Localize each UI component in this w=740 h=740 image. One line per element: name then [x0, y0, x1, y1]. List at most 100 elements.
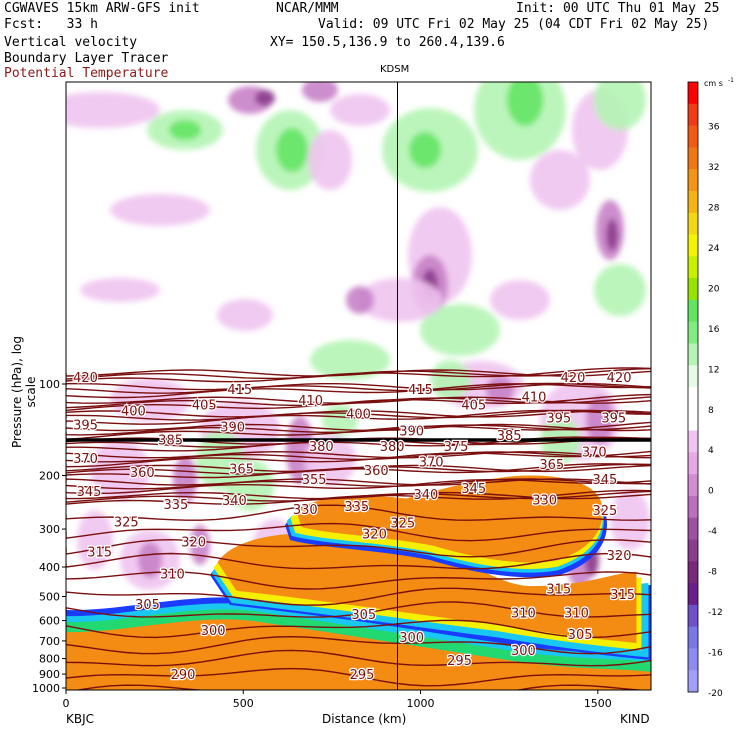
- theta-contour-label: 305: [351, 608, 376, 623]
- tracer-lower-layer: [66, 597, 651, 690]
- vv-blob: [217, 299, 273, 331]
- theta-contour-label: 345: [592, 473, 617, 488]
- theta-contour-label: 360: [130, 466, 155, 481]
- theta-contour-label: 335: [344, 500, 369, 515]
- theta-contour-label: 295: [350, 668, 375, 683]
- theta-contour-label: 340: [413, 488, 438, 503]
- theta-contour-label: 370: [73, 452, 98, 467]
- y-axis-label: Pressure (hPa), log scale: [10, 336, 38, 448]
- colorbar-swatch: [688, 147, 698, 170]
- y-tick-label: 200: [39, 470, 60, 483]
- vv-blob: [308, 130, 352, 190]
- vv-blob: [110, 194, 210, 226]
- vv-blob: [302, 82, 338, 102]
- vv-blob: [358, 278, 442, 322]
- theta-contour-line: [66, 367, 651, 383]
- theta-contour-label: 325: [114, 515, 139, 530]
- colorbar-swatch: [688, 626, 698, 649]
- x-axis-label: Distance (km): [322, 712, 407, 726]
- theta-contour-label: 415: [408, 383, 433, 398]
- colorbar-swatch: [688, 408, 698, 432]
- theta-contour-label: 410: [298, 394, 323, 409]
- theta-contour-line: [66, 463, 651, 479]
- colorbar-label: 36: [708, 123, 720, 133]
- colorbar-label: 0: [708, 487, 714, 497]
- colorbar-swatch: [688, 343, 698, 366]
- y-tick-label: 900: [39, 668, 60, 681]
- theta-contour-line: [66, 587, 651, 606]
- vv-blob: [276, 128, 308, 172]
- colorbar-swatch: [688, 190, 698, 214]
- theta-contour-line: [66, 522, 651, 542]
- vv-blob: [507, 82, 543, 126]
- theta-contour-label: 400: [346, 407, 371, 422]
- vv-blob: [77, 510, 113, 570]
- theta-contour-label: 355: [302, 473, 327, 488]
- theta-contour-label: 370: [419, 456, 444, 471]
- theta-contour-label: 400: [121, 404, 146, 419]
- colorbar-swatch: [688, 299, 698, 323]
- theta-contour-label: 320: [181, 536, 206, 551]
- theta-contour-line: [66, 383, 651, 399]
- theta-contour-label: 300: [201, 624, 226, 639]
- vv-blob: [169, 120, 201, 140]
- theta-contour-line: [66, 450, 651, 468]
- theta-contour-line: [66, 649, 651, 667]
- colorbar-swatch: [688, 321, 698, 344]
- y-tick-label: 500: [39, 590, 60, 603]
- colorbar-label: 12: [708, 365, 719, 375]
- theta-contour-label: 330: [293, 503, 318, 518]
- theta-contour-label: 310: [564, 607, 589, 622]
- colorbar-swatch: [688, 365, 698, 388]
- theta-contour-label: 320: [362, 527, 387, 542]
- theta-contour-label: 310: [160, 567, 185, 582]
- vv-blob: [330, 94, 390, 126]
- y-tick-label: 100: [39, 378, 60, 391]
- colorbar-label: 32: [708, 163, 719, 173]
- x-axis-ticks: 0 500 1000 1500: [63, 690, 612, 710]
- theta-contour-label: 380: [380, 440, 405, 455]
- vv-blob: [490, 280, 550, 320]
- theta-contour-line: [66, 538, 651, 558]
- x-tick-label: 500: [233, 697, 254, 710]
- theta-contour-line: [66, 410, 651, 418]
- colorbar-unit-exponent: -1: [728, 77, 734, 84]
- theta-contour-line: [66, 504, 651, 521]
- colorbar-swatch: [688, 169, 698, 192]
- theta-contour-label: 345: [461, 482, 486, 497]
- colorbar-swatch: [688, 212, 698, 235]
- cross-section-endpoints: XY= 150.5,136.9 to 260.4,139.6: [270, 35, 505, 50]
- theta-contour-line: [66, 393, 651, 412]
- theta-contour-line: [66, 382, 651, 394]
- theta-contour-label: 330: [532, 494, 557, 509]
- field-potential-temperature: Potential Temperature: [4, 66, 169, 81]
- x-tick-label: 1000: [407, 697, 435, 710]
- field-vertical-velocity: Vertical velocity: [4, 35, 138, 50]
- theta-contour-label: 365: [229, 463, 254, 478]
- init-time: Init: 00 UTC Thu 01 May 25: [516, 1, 720, 16]
- forecast-hour: Fcst: 33 h: [4, 17, 98, 32]
- theta-contour-label: 290: [171, 668, 196, 683]
- theta-contour-label: 300: [511, 644, 536, 659]
- theta-contour-line: [66, 601, 651, 618]
- colorbar-frame: [687, 81, 699, 693]
- colorbar-label: 28: [708, 203, 720, 213]
- vv-blob: [594, 264, 646, 316]
- vv-blob: [594, 82, 646, 130]
- colorbar: 36 32 28 24 20 16 12 8 4 0 -4 -8 -12 -16 -20 cm s -1: [687, 77, 734, 699]
- theta-contour-line: [66, 436, 651, 452]
- colorbar-swatch: [688, 583, 698, 606]
- vv-blob: [606, 219, 618, 251]
- theta-contour-label: 360: [364, 464, 389, 479]
- theta-contour-labels: 420 420 420 415 415 410 410 405 405 400 400 395 395 3…: [72, 370, 636, 684]
- colorbar-swatch: [688, 125, 698, 148]
- theta-contour-line: [66, 451, 651, 463]
- colorbar-label: 16: [708, 325, 720, 335]
- theta-contour-label: 405: [192, 399, 217, 414]
- colorbar-swatch: [688, 495, 698, 519]
- colorbar-swatch: [688, 387, 698, 410]
- colorbar-swatch: [688, 474, 698, 497]
- valid-time: Valid: 09 UTC Fri 02 May 25 (04 CDT Fri …: [318, 17, 710, 32]
- theta-contour-line: [66, 667, 651, 687]
